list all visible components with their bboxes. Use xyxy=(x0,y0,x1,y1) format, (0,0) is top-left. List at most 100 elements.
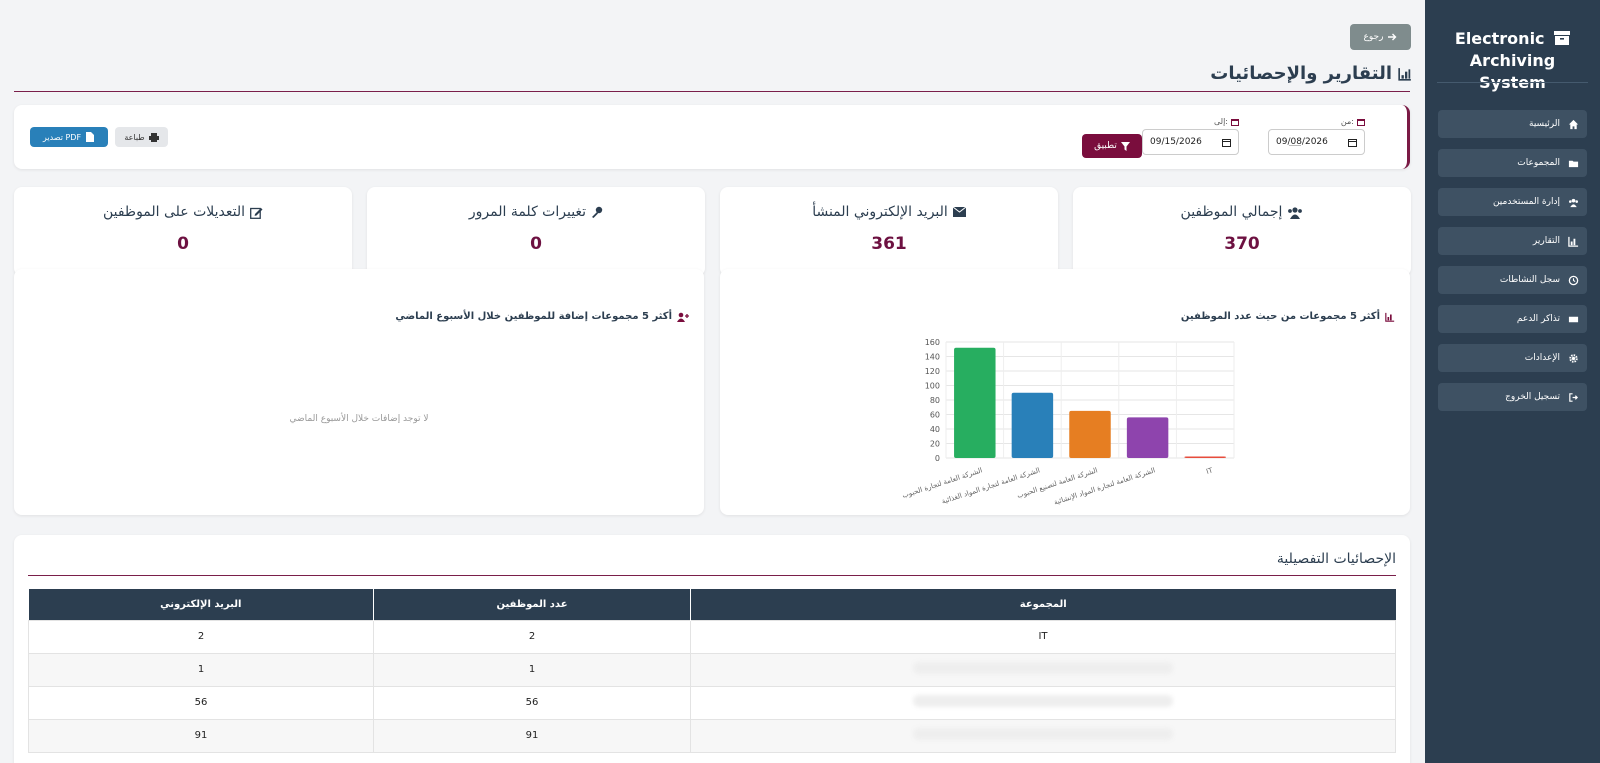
bar xyxy=(1184,456,1226,458)
y-tick-label: 100 xyxy=(925,382,940,391)
top-groups-panel: أكثر 5 مجموعات من حيث عدد الموظفين 0 20 40… xyxy=(720,269,1410,515)
title-divider xyxy=(28,575,1396,576)
stat-card-emails-created: البريد الإلكتروني المنشأ 361 xyxy=(720,187,1058,276)
sidebar-item-label: الرئيسية xyxy=(1529,119,1560,129)
sidebar-item-reports[interactable]: التقارير xyxy=(1438,227,1587,255)
calendar-icon[interactable] xyxy=(1348,138,1357,147)
sidebar: Electronic Archiving System الرئيسية الم… xyxy=(1425,0,1600,763)
history-icon xyxy=(1568,275,1579,285)
bar xyxy=(1126,417,1169,458)
panel-title-text: أكثر 5 مجموعات إضافة للموظفين خلال الأسب… xyxy=(395,311,672,322)
y-tick-label: 0 xyxy=(935,454,940,463)
top-groups-title: أكثر 5 مجموعات من حيث عدد الموظفين xyxy=(1181,311,1395,322)
key-icon xyxy=(592,206,603,218)
empty-message: لا توجد إضافات خلال الأسبوع الماضي xyxy=(289,414,429,424)
table-header-row: البريد الإلكتروني عدد الموظفين المجموعة xyxy=(28,589,1396,620)
cell-emails: 2 xyxy=(28,619,374,654)
sidebar-item-home[interactable]: الرئيسية xyxy=(1438,110,1587,138)
sidebar-nav: الرئيسية المجموعات إدارة المستخدمين التق… xyxy=(1438,110,1587,422)
calendar-icon[interactable] xyxy=(1222,138,1231,147)
redacted-text xyxy=(913,728,1173,740)
y-tick-label: 140 xyxy=(925,353,940,362)
cell-emails: 91 xyxy=(28,718,374,753)
print-button[interactable]: طباعة xyxy=(115,127,168,147)
folder-icon xyxy=(1568,160,1579,167)
x-tick-label: الشركة العامة لتجارة المواد الإنشائية xyxy=(1053,466,1156,506)
cell-group: IT xyxy=(690,619,1396,654)
cell-emails: 1 xyxy=(28,652,374,687)
redacted-text xyxy=(913,695,1173,707)
users-icon xyxy=(1288,206,1303,219)
users-icon xyxy=(1569,198,1578,207)
archive-icon xyxy=(1554,31,1571,45)
to-label-text: إلى: xyxy=(1213,117,1228,126)
back-button[interactable]: رجوع xyxy=(1350,24,1411,50)
column-header-emails: البريد الإلكتروني xyxy=(28,589,374,620)
apply-filter-button[interactable]: تطبيق xyxy=(1082,134,1142,158)
export-pdf-button[interactable]: تصدير PDF xyxy=(30,127,108,147)
recent-groups-panel: أكثر 5 مجموعات إضافة للموظفين خلال الأسب… xyxy=(14,269,704,515)
sidebar-item-label: الإعدادات xyxy=(1524,353,1560,363)
sidebar-item-users[interactable]: إدارة المستخدمين xyxy=(1438,188,1587,216)
calendar-icon xyxy=(1231,118,1239,126)
home-icon xyxy=(1568,119,1579,129)
page-title-text: التقارير والإحصائيات xyxy=(1210,63,1392,84)
bar xyxy=(954,347,996,458)
stat-title: تغييرات كلمة المرور xyxy=(367,204,705,220)
recent-groups-title: أكثر 5 مجموعات إضافة للموظفين خلال الأسب… xyxy=(395,311,689,322)
cell-employees: 2 xyxy=(373,619,691,654)
column-header-employees: عدد الموظفين xyxy=(373,589,691,620)
x-tick-label: IT xyxy=(1205,466,1214,476)
print-label: طباعة xyxy=(124,132,145,142)
stat-title: البريد الإلكتروني المنشأ xyxy=(720,204,1058,220)
filter-icon xyxy=(1120,141,1130,151)
y-tick-label: 40 xyxy=(930,425,940,434)
stat-value: 0 xyxy=(530,234,542,254)
sidebar-item-groups[interactable]: المجموعات xyxy=(1438,149,1587,177)
apply-label: تطبيق xyxy=(1094,141,1117,151)
sidebar-item-logout[interactable]: تسجيل الخروج xyxy=(1438,383,1587,411)
date-range-separator xyxy=(1289,145,1301,146)
detailed-stats-title: الإحصائيات التفصيلية xyxy=(1276,551,1396,567)
sidebar-item-label: المجموعات xyxy=(1517,158,1560,168)
sidebar-item-label: تذاكر الدعم xyxy=(1516,314,1560,324)
sidebar-item-activity[interactable]: سجل النشاطات xyxy=(1438,266,1587,294)
from-date-input[interactable]: 09/08/2026 xyxy=(1268,129,1365,155)
print-icon xyxy=(148,132,159,142)
user-plus-icon xyxy=(677,312,689,322)
gear-icon xyxy=(1569,353,1578,363)
chart-icon xyxy=(1568,236,1579,247)
table-row: 1 1 xyxy=(28,652,1396,687)
export-pdf-label: تصدير PDF xyxy=(42,132,82,142)
arrow-right-icon xyxy=(1388,33,1397,41)
cell-group xyxy=(690,718,1396,753)
y-tick-label: 20 xyxy=(930,440,940,449)
stat-title-text: البريد الإلكتروني المنشأ xyxy=(812,204,948,220)
title-divider xyxy=(14,91,1410,92)
to-date-input[interactable]: 09/15/2026 xyxy=(1142,129,1239,155)
sidebar-item-label: تسجيل الخروج xyxy=(1505,392,1560,402)
filter-bar: من: 09/08/2026 إلى: 09/15/2026 تطبيق طبا… xyxy=(14,105,1410,169)
stat-value: 361 xyxy=(871,234,907,254)
brand-line2: Archiving System xyxy=(1469,51,1556,92)
stat-card-total-employees: إجمالي الموظفين 370 xyxy=(1073,187,1411,276)
stat-title-text: تغييرات كلمة المرور xyxy=(468,204,587,220)
to-date-value: 09/15/2026 xyxy=(1150,137,1202,147)
detailed-stats-card: الإحصائيات التفصيلية البريد الإلكتروني ع… xyxy=(14,535,1410,763)
logout-icon xyxy=(1569,392,1579,402)
ticket-icon xyxy=(1568,316,1579,322)
brand: Electronic Archiving System xyxy=(1435,28,1590,94)
brand-divider xyxy=(1437,82,1588,83)
cell-employees: 91 xyxy=(373,718,691,753)
chart-icon xyxy=(1398,67,1411,81)
sidebar-item-tickets[interactable]: تذاكر الدعم xyxy=(1438,305,1587,333)
stat-card-employee-edits: التعديلات على الموظفين 0 xyxy=(14,187,352,276)
sidebar-item-label: إدارة المستخدمين xyxy=(1492,197,1560,207)
table-row: 2 2 IT xyxy=(28,619,1396,654)
cell-emails: 56 xyxy=(28,685,374,720)
sidebar-item-settings[interactable]: الإعدادات xyxy=(1438,344,1587,372)
table-row: 91 91 xyxy=(28,718,1396,753)
from-date-group: من: 09/08/2026 xyxy=(1268,117,1365,155)
y-tick-label: 60 xyxy=(930,411,940,420)
sidebar-item-label: التقارير xyxy=(1532,236,1560,246)
